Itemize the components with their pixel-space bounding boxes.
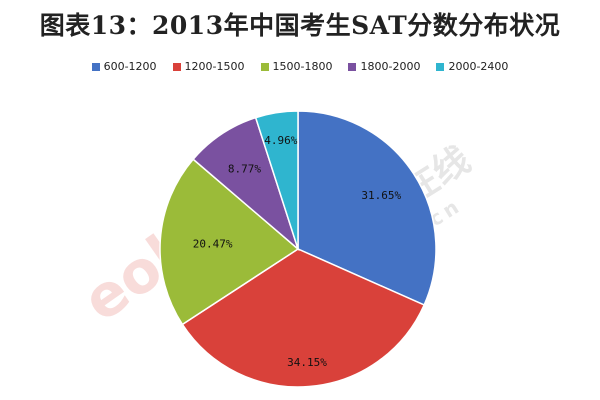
legend-swatch	[260, 62, 269, 71]
chart-title: 图表13：2013年中国考生SAT分数分布状况	[39, 11, 561, 40]
legend-item-1800-2000: 1800-2000	[348, 60, 420, 73]
legend-label: 2000-2400	[448, 60, 509, 73]
legend-swatch	[348, 62, 357, 71]
pie-slice-2000-2400	[254, 110, 299, 250]
data-label-1800-2000: 8.77%	[228, 163, 261, 176]
pie-slice-600-1200	[297, 110, 437, 306]
data-label-600-1200: 31.65%	[361, 189, 401, 202]
legend-item-1500-1800: 1500-1800	[260, 60, 333, 73]
legend-item-1200-1500: 1200-1500	[172, 60, 245, 73]
legend-label: 1200-1500	[184, 60, 245, 73]
chart-legend: 600-1200 1200-1500 1500-1800 1800-2000 2000-…	[0, 60, 600, 73]
legend-label: 1500-1800	[272, 60, 333, 73]
legend-swatch	[172, 62, 181, 71]
data-label-2000-2400: 4.96%	[264, 134, 297, 147]
pie-slices	[159, 110, 437, 388]
data-label-1500-1800: 20.47%	[193, 237, 233, 250]
pie-slice-1200-1500	[181, 248, 426, 388]
legend-item-600-1200: 600-1200	[91, 60, 157, 73]
legend-label: 1800-2000	[360, 60, 421, 73]
data-label-1200-1500: 34.15%	[287, 356, 327, 369]
legend-label: 600-1200	[103, 60, 157, 73]
legend-item-2000-2400: 2000-2400	[436, 60, 508, 73]
legend-swatch	[91, 62, 100, 71]
pie-slice-1500-1800	[159, 158, 300, 326]
pie-labels: 31.65% 34.15% 20.47% 8.77% 4.96%	[193, 134, 402, 369]
legend-swatch	[436, 62, 445, 71]
